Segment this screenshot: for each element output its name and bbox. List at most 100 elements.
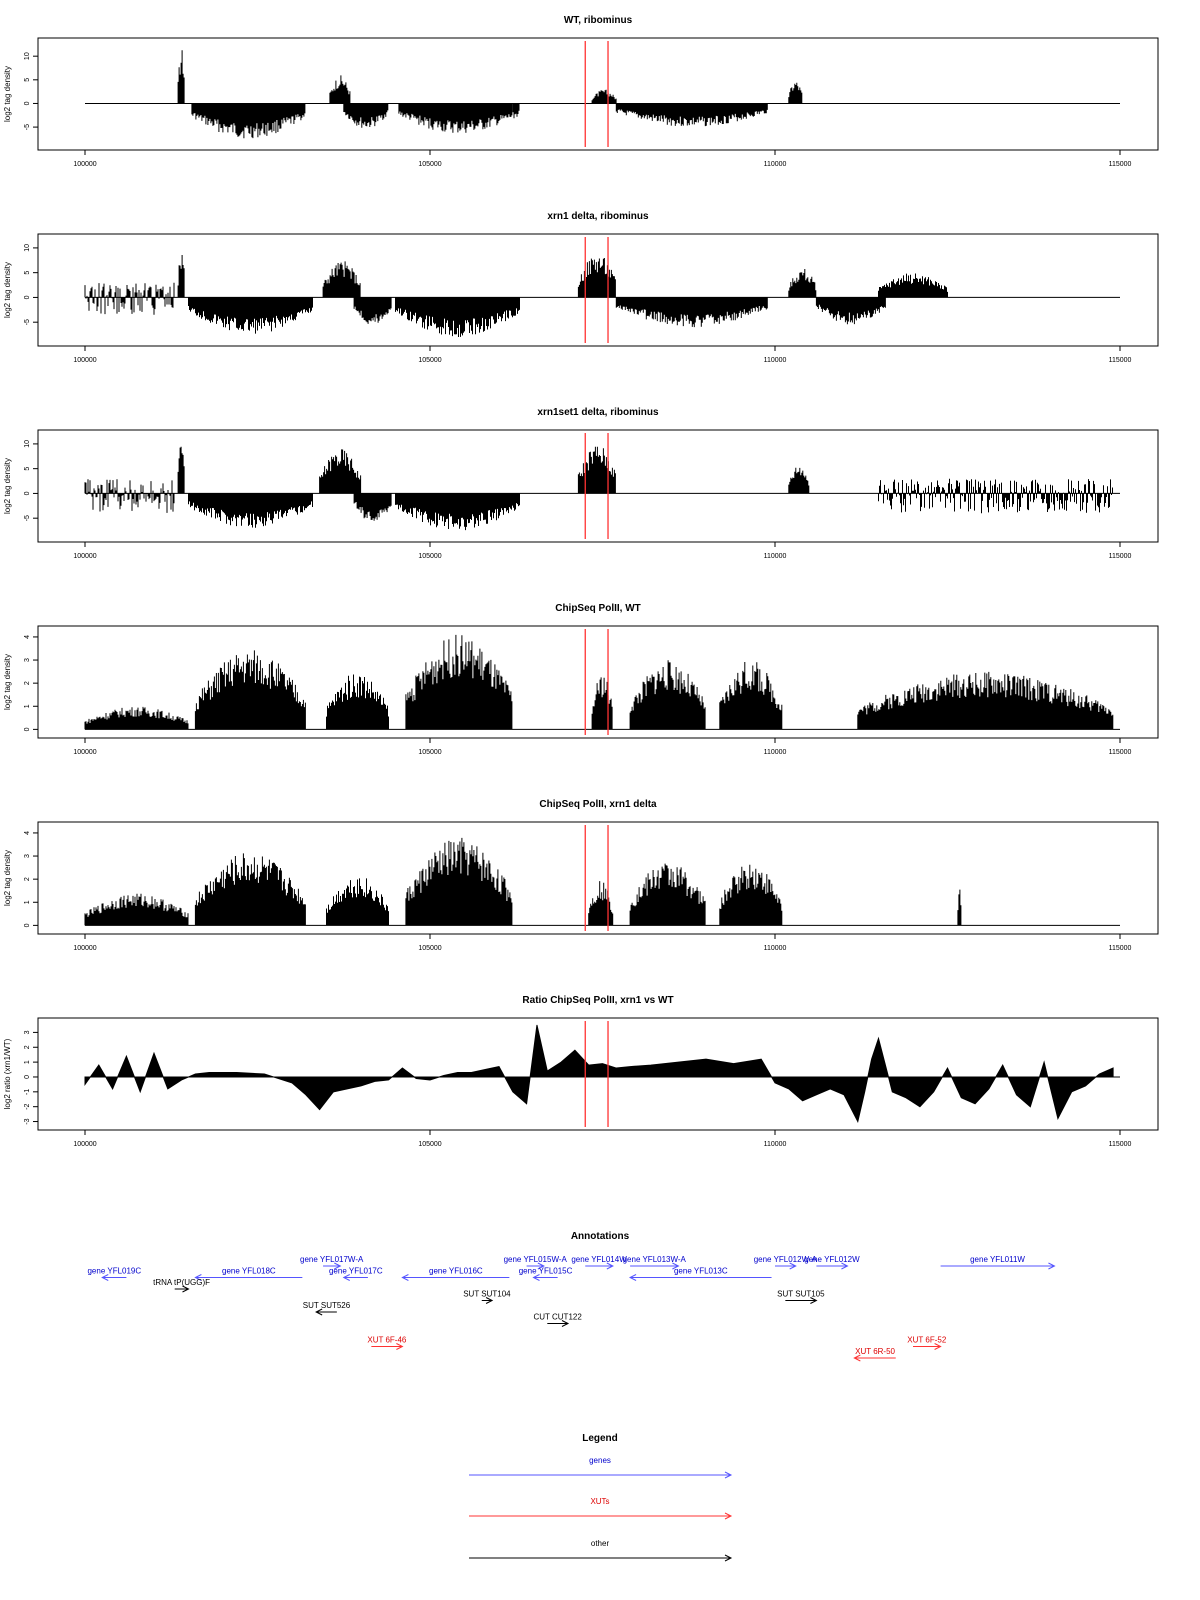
x-tick-label: 115000	[1109, 945, 1132, 952]
x-tick-label: 105000	[418, 749, 441, 756]
feature-arrow-head	[1048, 1262, 1056, 1270]
x-tick-label: 100000	[73, 749, 96, 756]
feature-arrow-head	[841, 1262, 849, 1270]
data-marks	[84, 1024, 1120, 1123]
legend-entries: genes XUTs other	[469, 1456, 733, 1562]
x-tick-label: 110000	[764, 553, 787, 560]
annotation-feature: XUT 6F-46	[367, 1336, 407, 1350]
y-tick-label: -2	[24, 1103, 31, 1109]
x-tick-label: 115000	[1109, 749, 1132, 756]
feature-arrow-head	[810, 1297, 818, 1304]
x-tick-label: 100000	[73, 161, 96, 168]
annotation-feature: gene YFL015W-A	[504, 1255, 568, 1270]
feature-arrow-head	[485, 1297, 494, 1304]
data-marks	[84, 255, 1120, 337]
feature-arrow-head	[672, 1262, 680, 1270]
track-panel: xrn1 delta, ribominus log2 tag density -5 0…	[3, 211, 1159, 364]
feature-label: gene YFL018C	[222, 1267, 276, 1276]
y-axis-label: log2 tag density	[3, 262, 12, 318]
annotation-feature: gene YFL017W-A	[300, 1255, 364, 1270]
feature-label: gene YFL012W-A	[754, 1255, 818, 1264]
track-panel: ChipSeq PolII, xrn1 delta log2 tag densit…	[3, 799, 1159, 952]
feature-arrow-head	[101, 1274, 109, 1281]
feature-arrow-head	[315, 1308, 323, 1316]
track-panel: WT, ribominus log2 tag density -5 0 5 10 10000…	[3, 15, 1159, 168]
annotation-feature: gene YFL012W-A	[754, 1255, 818, 1270]
legend-entry: genes	[469, 1456, 733, 1479]
feature-label: SUT SUT526	[303, 1301, 351, 1310]
panel-title: xrn1set1 delta, ribominus	[537, 407, 659, 418]
feature-label: gene YFL016C	[429, 1267, 483, 1276]
panel-title: Ratio ChipSeq PolII, xrn1 vs WT	[522, 995, 673, 1006]
feature-label: gene YFL017W-A	[300, 1255, 364, 1264]
feature-arrow-head	[537, 1262, 545, 1270]
legend-entry-label: XUTs	[590, 1497, 609, 1506]
y-tick-label: 5	[24, 78, 31, 82]
density-bars	[177, 50, 803, 139]
legend-arrow-head	[724, 1554, 733, 1562]
y-tick-label: 2	[24, 877, 31, 881]
feature-arrow-head	[606, 1262, 614, 1270]
annotation-feature: SUT SUT526	[303, 1301, 351, 1316]
panel-title: xrn1 delta, ribominus	[547, 211, 649, 222]
y-tick-label: 10	[24, 52, 31, 60]
feature-arrow-head	[194, 1274, 202, 1281]
annotation-features: gene YFL019C gene YFL018C gene YFL017W-A ge…	[87, 1255, 1056, 1362]
legend-entry: XUTs	[469, 1497, 733, 1520]
x-tick-label: 110000	[764, 749, 787, 756]
feature-arrow-head	[789, 1262, 797, 1270]
y-tick-label: 3	[24, 1030, 31, 1034]
y-tick-label: 3	[24, 658, 31, 662]
x-tick-label: 115000	[1109, 1141, 1132, 1148]
y-tick-label: 0	[24, 1075, 31, 1079]
legend: Legend genes XUTs other	[469, 1433, 733, 1562]
feature-arrow-head	[561, 1320, 570, 1327]
annotation-feature: CUT CUT122	[533, 1313, 582, 1327]
density-bars	[84, 255, 948, 337]
x-tick-label: 110000	[764, 1141, 787, 1148]
annotation-track: Annotations gene YFL019C gene YFL018Cgene…	[87, 1231, 1056, 1362]
data-marks	[84, 446, 1120, 531]
feature-label: CUT CUT122	[533, 1313, 582, 1322]
density-bars	[84, 634, 1114, 730]
legend-arrow-head	[724, 1512, 733, 1520]
legend-entry-label: other	[591, 1539, 610, 1548]
feature-label: XUT 6R-50	[855, 1347, 895, 1356]
annotation-feature: gene YFL012W	[804, 1255, 860, 1270]
x-tick-label: 100000	[73, 553, 96, 560]
feature-label: tRNA tP(UGG)F	[153, 1278, 210, 1287]
density-bars	[84, 837, 962, 926]
y-tick-label: -5	[24, 319, 31, 325]
y-tick-label: 1	[24, 1060, 31, 1064]
data-marks	[84, 837, 1120, 926]
x-tick-label: 110000	[764, 357, 787, 364]
y-axis-label: log2 tag density	[3, 654, 12, 710]
data-marks	[84, 634, 1120, 730]
feature-label: XUT 6F-46	[367, 1336, 407, 1345]
x-tick-label: 110000	[764, 161, 787, 168]
plot-frame	[37, 821, 1159, 935]
y-tick-label: 0	[24, 491, 31, 495]
y-tick-label: 1	[24, 704, 31, 708]
feature-label: gene YFL019C	[87, 1267, 141, 1276]
y-tick-label: 0	[24, 727, 31, 731]
annotation-feature: SUT SUT104	[463, 1290, 511, 1304]
y-tick-label: 2	[24, 681, 31, 685]
annotation-feature: gene YFL015C	[519, 1267, 573, 1281]
feature-label: gene YFL013W-A	[623, 1255, 687, 1264]
panel-title: WT, ribominus	[564, 15, 633, 26]
plot-frame	[37, 233, 1159, 347]
feature-arrow-head	[334, 1262, 342, 1270]
x-tick-label: 100000	[73, 1141, 96, 1148]
annotation-feature: gene YFL018C	[194, 1267, 303, 1281]
track-panel: xrn1set1 delta, ribominus log2 tag densit…	[3, 407, 1159, 560]
annotation-feature: gene YFL016C	[401, 1267, 510, 1281]
x-tick-label: 115000	[1109, 553, 1132, 560]
track-panel: Ratio ChipSeq PolII, xrn1 vs WT log2 rati…	[3, 995, 1159, 1148]
annotation-feature: gene YFL011W	[940, 1255, 1056, 1270]
annotation-feature: XUT 6R-50	[853, 1347, 896, 1362]
feature-arrow-head	[853, 1354, 861, 1362]
feature-arrow-head	[401, 1274, 409, 1281]
x-tick-label: 115000	[1109, 357, 1132, 364]
legend-entry: other	[469, 1539, 733, 1562]
